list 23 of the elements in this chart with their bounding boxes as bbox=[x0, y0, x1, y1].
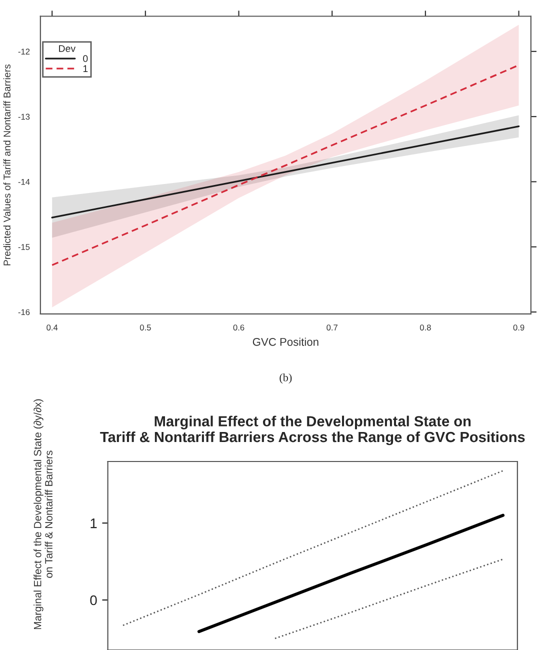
y-tick-label: -12 bbox=[18, 48, 30, 54]
x-tick-label: 0.5 bbox=[140, 324, 151, 330]
x-tick-label: 0.8 bbox=[420, 324, 431, 330]
x-tick-label: 0.4 bbox=[46, 324, 58, 330]
y-tick-label: -15 bbox=[18, 244, 30, 250]
line-series bbox=[274, 558, 504, 640]
legend-label: 1 bbox=[83, 65, 88, 72]
text: (b) bbox=[280, 373, 292, 384]
y-tick-label: -14 bbox=[18, 179, 30, 185]
legend-label: 0 bbox=[83, 55, 88, 62]
x-axis-title: GVC Position bbox=[252, 338, 318, 346]
x-tick-label: 0.6 bbox=[233, 324, 244, 330]
y-axis-title: Marginal Effect of the Developmental State (∂y/∂x) on Tariff & Nontariff Barriers bbox=[34, 399, 52, 630]
y-tick-label: -13 bbox=[18, 114, 30, 120]
line-series bbox=[197, 514, 505, 634]
y-tick-label: -16 bbox=[18, 309, 30, 316]
x-tick-label: 0.7 bbox=[326, 324, 338, 330]
chart-title: Marginal Effect of the Developmental State on Tariff & Nontariff Barriers Across the Range of GVC Positions bbox=[100, 416, 525, 446]
line-series bbox=[122, 470, 504, 626]
x-tick-label: 0.9 bbox=[513, 324, 524, 330]
line-series bbox=[51, 126, 520, 218]
legend-title: Dev bbox=[59, 45, 76, 52]
y-axis-title: Predicted Values of Tariff and Nontariff Barriers bbox=[3, 64, 10, 266]
